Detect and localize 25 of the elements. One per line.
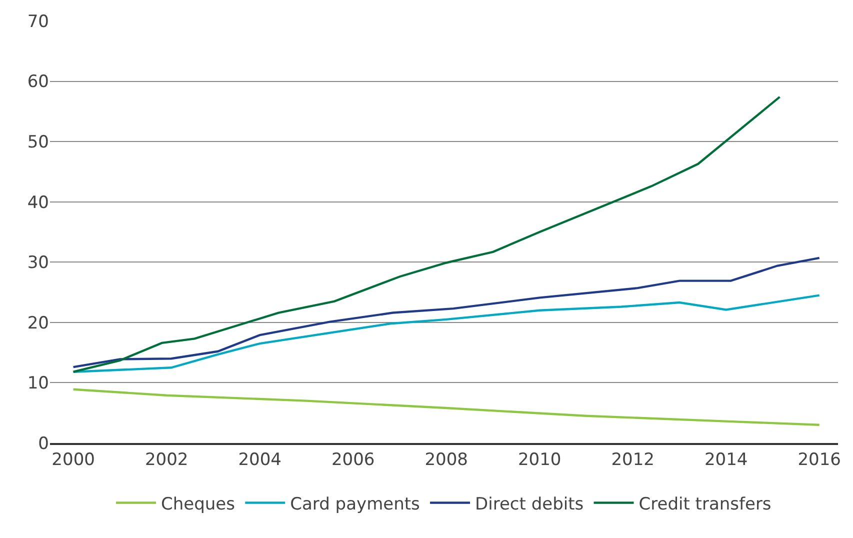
x-tick-label: 2000 [52, 450, 95, 470]
y-tick-label: 10 [27, 374, 49, 394]
y-tick-label: 70 [27, 12, 49, 32]
line-series [72, 96, 781, 373]
legend-label: Credit transfers [638, 494, 772, 514]
x-tick-label: 2010 [518, 450, 562, 470]
y-tick-label: 0 [38, 434, 49, 454]
line-series [72, 388, 820, 426]
x-tick-label: 2008 [424, 450, 468, 470]
line-series [72, 294, 820, 373]
y-tick-label: 60 [27, 72, 49, 92]
y-tick-label: 50 [27, 132, 49, 153]
y-tick-label: 40 [27, 192, 49, 213]
x-tick-label: 2006 [331, 450, 375, 470]
x-tick-label: 2004 [238, 450, 282, 470]
y-tick-label: 30 [27, 253, 49, 274]
x-tick-label: 2012 [611, 450, 654, 470]
legend-label: Card payments [290, 494, 420, 514]
y-tick-label: 20 [27, 313, 49, 334]
x-tick-label: 2016 [798, 450, 841, 470]
line-series [72, 256, 820, 368]
x-tick-label: 2014 [704, 450, 748, 470]
x-tick-label: 2002 [144, 450, 188, 470]
legend-label: Cheques [161, 494, 236, 514]
legend-label: Direct debits [475, 494, 584, 514]
